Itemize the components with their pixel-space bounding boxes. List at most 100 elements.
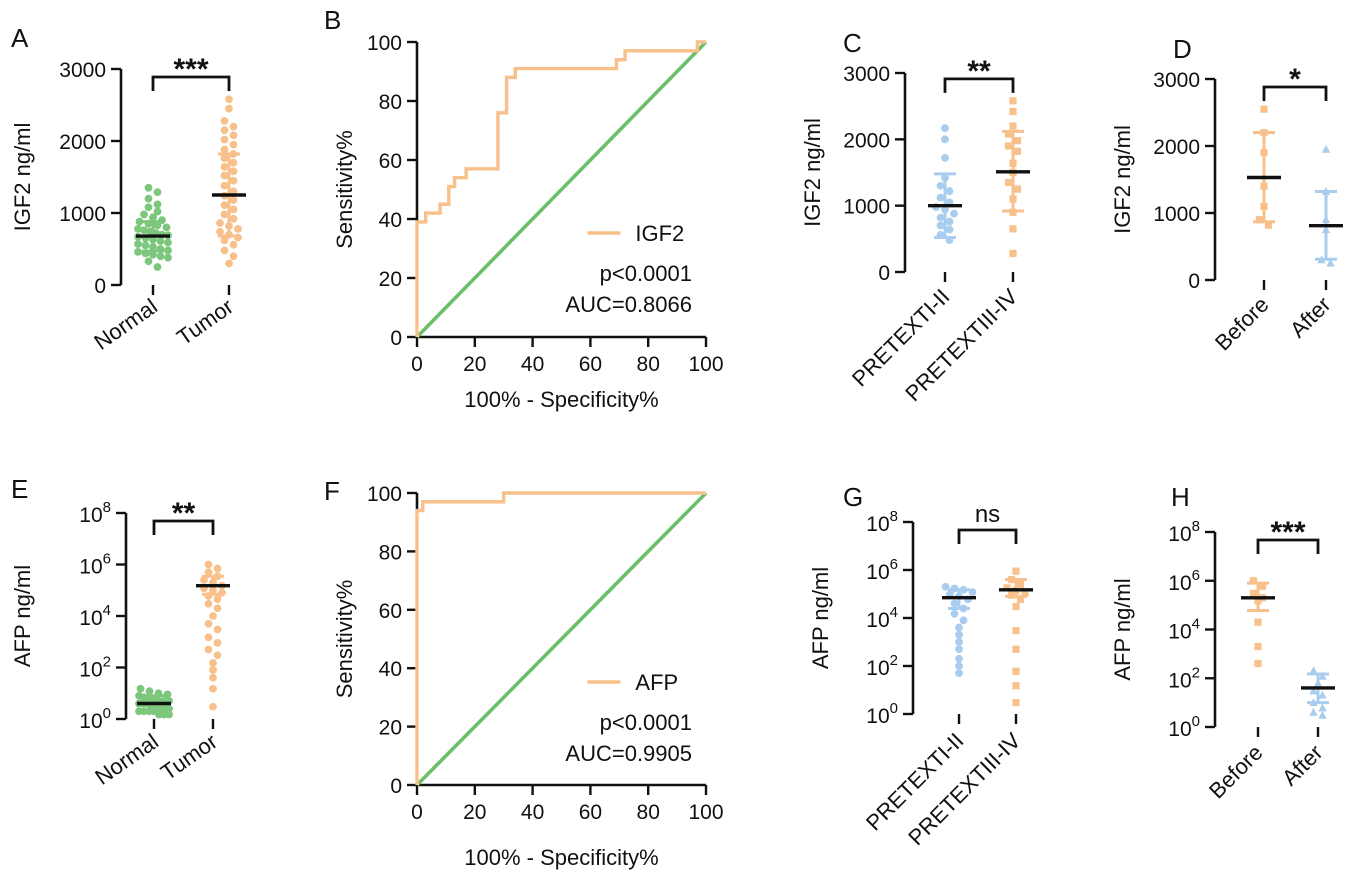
data-point: [204, 560, 213, 569]
data-point: [153, 200, 162, 209]
y-tick-label: 80: [379, 91, 402, 114]
data-point: [229, 122, 238, 131]
y-axis-label: Sensitivity%: [332, 580, 357, 699]
data-point: [153, 221, 162, 230]
category-label: Normal: [89, 294, 161, 355]
data-point: [936, 213, 945, 222]
data-point: [209, 702, 217, 711]
data-point: [234, 224, 242, 233]
data-point: [140, 210, 148, 219]
data-point: [209, 659, 217, 667]
data-point: [220, 201, 229, 209]
y-tick-label-exp: 4: [890, 604, 898, 621]
data-point: [134, 240, 142, 248]
data-point: [946, 590, 954, 598]
y-tick-label-base: 10: [1168, 572, 1191, 595]
significance-bracket: [151, 75, 231, 91]
data-point: [213, 564, 222, 573]
y-tick-label: 102: [866, 652, 898, 680]
data-point: [1004, 130, 1013, 138]
x-tick-label: 20: [463, 353, 486, 376]
y-tick-label-exp: 0: [103, 705, 111, 722]
data-point: [204, 633, 213, 642]
data-point: [955, 638, 963, 646]
data-point: [220, 163, 229, 171]
y-tick-label: 108: [1168, 518, 1200, 546]
data-point: [1318, 710, 1327, 719]
data-point: [1009, 225, 1017, 233]
y-tick-label-base: 10: [866, 657, 889, 680]
y-tick-label: 102: [79, 654, 111, 682]
y-tick-label-exp: 0: [1192, 713, 1200, 730]
data-point: [220, 154, 229, 163]
category-label: Tumor: [156, 729, 222, 785]
data-point: [204, 645, 213, 654]
y-tick-label-base: 10: [79, 504, 102, 527]
data-point: [220, 171, 229, 180]
panel-letter: A: [11, 23, 29, 53]
data-point: [140, 226, 148, 235]
p-value: p<0.0001: [600, 261, 692, 286]
y-tick-label: 1000: [1153, 203, 1200, 226]
x-tick-label: 80: [637, 353, 660, 376]
x-tick-label: 80: [637, 801, 660, 824]
panel-letter: D: [1173, 34, 1192, 64]
data-point: [141, 241, 150, 250]
y-tick-label-base: 10: [79, 659, 102, 682]
y-axis-label: AFP ng/ml: [808, 567, 833, 669]
data-point: [941, 154, 949, 162]
data-point: [164, 253, 172, 262]
data-point: [229, 158, 238, 167]
data-point: [1254, 659, 1262, 668]
y-axis-label: AFP ng/ml: [1110, 578, 1135, 680]
auc-value: AUC=0.9905: [565, 741, 692, 766]
data-point: [1309, 707, 1318, 716]
y-tick-label-exp: 0: [890, 700, 898, 717]
y-tick-label-base: 10: [866, 561, 889, 584]
data-point: [229, 176, 238, 185]
data-point: [144, 183, 153, 192]
data-point: [225, 104, 233, 113]
reference-diagonal: [415, 491, 708, 787]
y-tick-label: 0: [878, 262, 890, 285]
data-point: [229, 240, 238, 249]
data-point: [220, 116, 229, 125]
data-point: [1009, 249, 1017, 258]
y-tick-label: 3000: [59, 59, 106, 82]
data-point: [1009, 107, 1017, 116]
data-point: [225, 259, 233, 268]
y-tick-label: 0: [390, 327, 402, 350]
data-point: [945, 187, 954, 195]
data-point: [153, 188, 162, 197]
data-point: [1016, 595, 1025, 603]
panel-letter: F: [324, 476, 340, 506]
y-tick-label-exp: 6: [103, 551, 111, 568]
significance-label: ***: [1270, 516, 1305, 549]
data-point: [209, 666, 217, 674]
p-value: p<0.0001: [600, 710, 692, 735]
category-label: Before: [1210, 292, 1274, 356]
x-tick-label: 40: [521, 801, 544, 824]
y-tick-label: 0: [94, 275, 106, 298]
data-point: [134, 224, 142, 233]
y-tick-label: 3000: [843, 63, 890, 86]
data-point: [1013, 147, 1022, 155]
y-tick-label: 60: [379, 150, 402, 173]
significance-label: **: [172, 497, 196, 530]
y-tick-label: 100: [367, 32, 402, 55]
data-point: [163, 690, 172, 699]
significance-bracket: [152, 519, 215, 535]
data-point: [1309, 666, 1318, 675]
data-point: [1012, 602, 1020, 611]
data-point: [1012, 698, 1020, 707]
panel-d: 0 1000 2000 3000 IGF2 ng/ml Before After * D: [1110, 34, 1343, 355]
data-point: [1013, 185, 1022, 193]
significance-bracket: [957, 528, 1018, 544]
data-point: [153, 263, 162, 271]
y-tick-label: 100: [866, 700, 898, 728]
panel-letter: H: [1171, 482, 1190, 512]
y-tick-label: 100: [1168, 713, 1200, 741]
data-point: [945, 225, 954, 234]
data-point: [936, 181, 945, 190]
